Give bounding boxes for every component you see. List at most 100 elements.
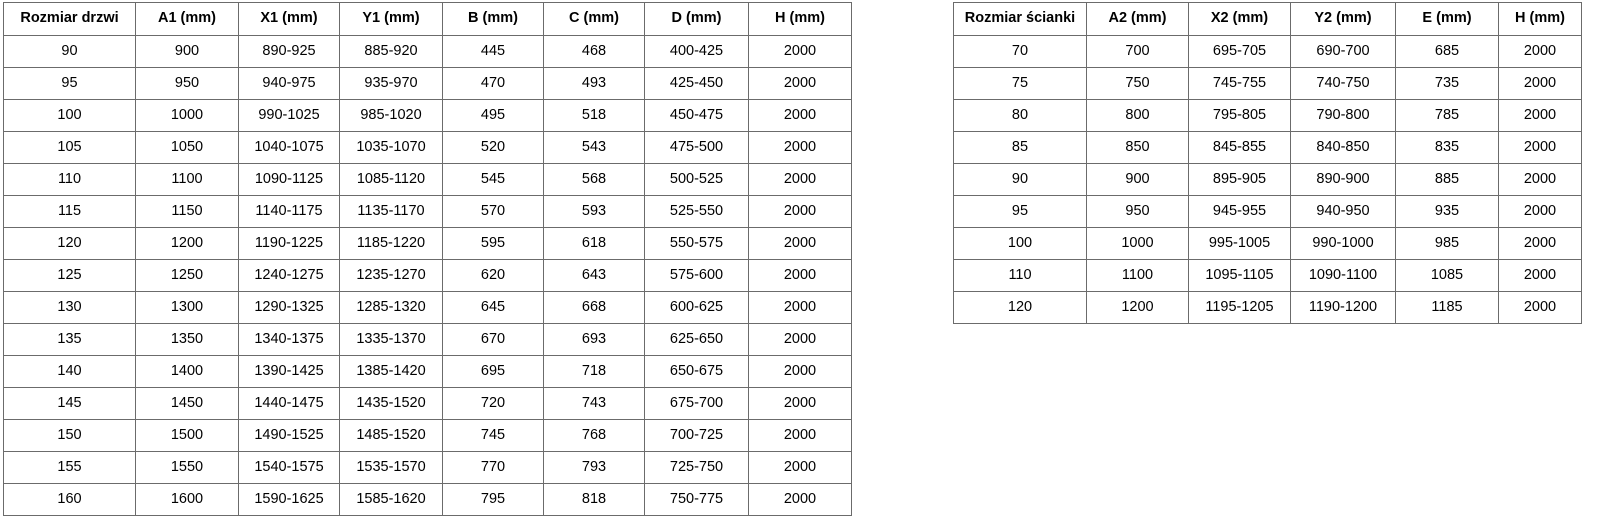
table-cell: 110 — [953, 259, 1087, 292]
table-cell: 1090-1100 — [1290, 259, 1396, 292]
table-cell: 895-905 — [1188, 163, 1291, 196]
table-cell: 2000 — [748, 291, 852, 324]
table-cell: 735 — [1395, 67, 1499, 100]
table-cell: 120 — [3, 227, 136, 260]
table-row: 100 1000 990-1025 985-1020 495 518 450-475 2000 — [3, 99, 852, 132]
table-cell: 845-855 — [1188, 131, 1291, 164]
table-cell: 1540-1575 — [238, 451, 340, 484]
table-cell: 545 — [442, 163, 544, 196]
table-cell: 1590-1625 — [238, 483, 340, 516]
table-row: 105 1050 1040-1075 1035-1070 520 543 475-500 20… — [3, 131, 852, 164]
column-header-x1: X1 (mm) — [238, 2, 340, 36]
table-cell: 935 — [1395, 195, 1499, 228]
table-cell: 115 — [3, 195, 136, 228]
table-row: 115 1150 1140-1175 1135-1170 570 593 525-550 20… — [3, 195, 852, 228]
table-row: 150 1500 1490-1525 1485-1520 745 768 700-725 20… — [3, 419, 852, 452]
table-cell: 600-625 — [644, 291, 749, 324]
table-cell: 90 — [953, 163, 1087, 196]
table-cell: 1195-1205 — [1188, 291, 1291, 324]
table-cell: 985-1020 — [339, 99, 443, 132]
table-cell: 793 — [543, 451, 645, 484]
column-header-d: D (mm) — [644, 2, 749, 36]
table-cell: 625-650 — [644, 323, 749, 356]
table-cell: 2000 — [748, 483, 852, 516]
table-cell: 95 — [953, 195, 1087, 228]
table-cell: 135 — [3, 323, 136, 356]
table-cell: 2000 — [748, 387, 852, 420]
table-cell: 2000 — [1498, 163, 1582, 196]
table-cell: 940-950 — [1290, 195, 1396, 228]
table-cell: 995-1005 — [1188, 227, 1291, 260]
table-cell: 693 — [543, 323, 645, 356]
column-header-h: H (mm) — [1498, 2, 1582, 36]
table-cell: 100 — [953, 227, 1087, 260]
column-header-y1: Y1 (mm) — [339, 2, 443, 36]
table-cell: 543 — [543, 131, 645, 164]
table-cell: 1000 — [135, 99, 239, 132]
table-cell: 885 — [1395, 163, 1499, 196]
table-cell: 885-920 — [339, 35, 443, 68]
table-row: 160 1600 1590-1625 1585-1620 795 818 750-775 20… — [3, 483, 852, 516]
table-cell: 1250 — [135, 259, 239, 292]
table-cell: 1090-1125 — [238, 163, 340, 196]
table-cell: 835 — [1395, 131, 1499, 164]
table-cell: 1050 — [135, 131, 239, 164]
door-size-table: Rozmiar drzwi A1 (mm) X1 (mm) Y1 (mm) B … — [3, 2, 852, 516]
table-row: 110 1100 1095-1105 1090-1100 1085 2000 — [953, 259, 1582, 292]
table-cell: 1285-1320 — [339, 291, 443, 324]
table-row: 135 1350 1340-1375 1335-1370 670 693 625-650 20… — [3, 323, 852, 356]
table-cell: 120 — [953, 291, 1087, 324]
table-row: 75 750 745-755 740-750 735 2000 — [953, 67, 1582, 100]
table-cell: 475-500 — [644, 131, 749, 164]
table-cell: 593 — [543, 195, 645, 228]
table-cell: 140 — [3, 355, 136, 388]
table-cell: 125 — [3, 259, 136, 292]
column-header-c: C (mm) — [543, 2, 645, 36]
table-cell: 2000 — [1498, 67, 1582, 100]
table-cell: 468 — [543, 35, 645, 68]
table-cell: 495 — [442, 99, 544, 132]
table-cell: 1290-1325 — [238, 291, 340, 324]
table-cell: 568 — [543, 163, 645, 196]
table-cell: 70 — [953, 35, 1087, 68]
table-cell: 518 — [543, 99, 645, 132]
table-cell: 595 — [442, 227, 544, 260]
table-cell: 2000 — [748, 227, 852, 260]
table-cell: 1100 — [1086, 259, 1189, 292]
table-row: 90 900 895-905 890-900 885 2000 — [953, 163, 1582, 196]
column-header-b: B (mm) — [442, 2, 544, 36]
table-cell: 570 — [442, 195, 544, 228]
table-cell: 100 — [3, 99, 136, 132]
column-header-a2: A2 (mm) — [1086, 2, 1189, 36]
table-cell: 1140-1175 — [238, 195, 340, 228]
table-cell: 770 — [442, 451, 544, 484]
table-cell: 2000 — [748, 323, 852, 356]
table-cell: 1185-1220 — [339, 227, 443, 260]
table-cell: 425-450 — [644, 67, 749, 100]
table-cell: 990-1000 — [1290, 227, 1396, 260]
table-cell: 80 — [953, 99, 1087, 132]
table-cell: 750-775 — [644, 483, 749, 516]
table-cell: 155 — [3, 451, 136, 484]
table-cell: 643 — [543, 259, 645, 292]
table-cell: 1600 — [135, 483, 239, 516]
table-cell: 1200 — [1086, 291, 1189, 324]
table-cell: 1200 — [135, 227, 239, 260]
door-size-table-body: 90 900 890-925 885-920 445 468 400-425 2000 95 95… — [3, 35, 852, 516]
column-header-rozmiar-drzwi: Rozmiar drzwi — [3, 2, 136, 36]
table-cell: 95 — [3, 67, 136, 100]
table-cell: 1450 — [135, 387, 239, 420]
table-header-row: Rozmiar ścianki A2 (mm) X2 (mm) Y2 (mm) … — [953, 2, 1582, 36]
table-cell: 400-425 — [644, 35, 749, 68]
table-cell: 890-900 — [1290, 163, 1396, 196]
table-cell: 110 — [3, 163, 136, 196]
table-cell: 745-755 — [1188, 67, 1291, 100]
table-cell: 90 — [3, 35, 136, 68]
table-cell: 618 — [543, 227, 645, 260]
table-cell: 1300 — [135, 291, 239, 324]
table-cell: 890-925 — [238, 35, 340, 68]
table-cell: 150 — [3, 419, 136, 452]
table-row: 95 950 945-955 940-950 935 2000 — [953, 195, 1582, 228]
table-cell: 2000 — [1498, 99, 1582, 132]
table-row: 120 1200 1195-1205 1190-1200 1185 2000 — [953, 291, 1582, 324]
